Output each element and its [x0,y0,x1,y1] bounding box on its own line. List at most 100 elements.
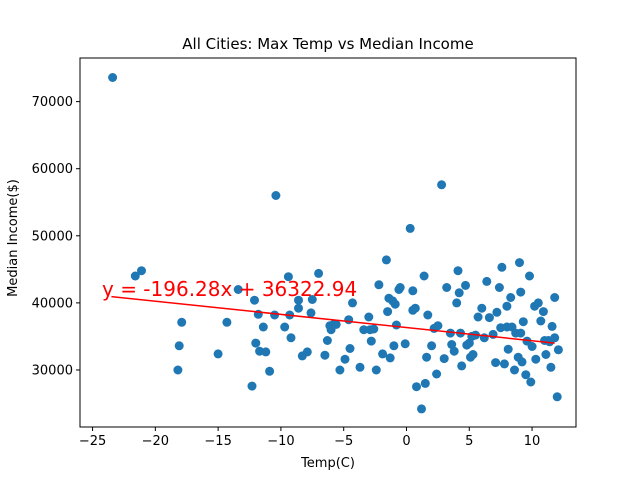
data-point [177,317,187,327]
data-point [517,357,527,367]
x-axis: −25 −20 −15 −10 −5 0 5 10 [79,427,540,449]
data-point [213,349,223,359]
data-point [484,313,494,323]
data-point [366,336,376,346]
data-point [270,310,280,320]
data-point [307,295,317,304]
data-point [497,262,507,272]
data-point [408,286,418,296]
data-point [491,358,501,368]
data-point [525,271,534,281]
data-point [378,349,388,359]
data-point [432,369,442,379]
data-point [419,271,429,281]
data-point [348,298,357,308]
data-point [314,268,324,278]
data-point [261,347,271,357]
data-point [468,350,478,359]
data-point [355,362,365,372]
x-tick-label: 10 [524,434,541,449]
chart-title: All Cities: Max Temp vs Median Income [182,35,473,53]
data-point [437,180,447,190]
data-point [531,354,541,364]
data-point [473,312,483,322]
data-point [553,345,563,355]
data-point [265,366,275,376]
data-point [345,344,355,353]
data-point [449,346,459,356]
data-points [108,73,563,414]
data-point [510,365,519,375]
data-point [335,365,345,375]
data-point [247,381,257,391]
x-axis-label: Temp(C) [300,456,355,471]
data-point [423,310,433,320]
data-point [506,293,516,302]
data-point [541,350,551,359]
data-point [527,342,537,351]
data-point [271,191,281,200]
data-point [533,298,543,308]
data-point [477,303,487,313]
data-point [499,359,509,369]
data-point [137,266,146,276]
data-point [130,271,140,281]
data-point [516,328,526,338]
data-point [452,298,462,308]
y-axis-label: Median Income($) [6,179,21,297]
data-point [381,255,391,265]
x-tick-label: 0 [402,434,410,449]
y-tick-label: 70000 [32,95,73,110]
data-point [461,280,470,290]
data-point [359,325,369,335]
data-point [364,312,374,322]
data-point [389,341,399,351]
x-tick-label: 5 [465,434,473,449]
regression-equation: y = -196.28x + 36322.94 [102,277,357,301]
data-point [420,378,430,388]
data-point [385,353,395,363]
x-tick-label: −10 [267,434,294,449]
data-point [442,283,452,292]
y-tick-label: 50000 [32,229,73,244]
data-point [173,365,183,375]
data-point [174,341,184,351]
data-point [222,317,232,327]
data-point [383,307,393,317]
data-point [516,287,526,297]
data-point [457,361,467,371]
data-point [371,365,381,375]
data-point [306,308,316,318]
data-point [391,320,401,330]
data-point [294,303,303,313]
data-point [439,354,449,364]
data-point [340,354,350,364]
data-point [526,377,536,387]
data-point [258,322,268,332]
data-point [454,288,464,298]
y-tick-label: 40000 [32,296,73,311]
data-point [331,319,341,329]
data-point [538,307,548,317]
data-point [395,283,405,292]
data-point [422,352,432,362]
data-point [283,272,293,282]
data-point [410,303,420,313]
x-tick-label: −20 [142,434,169,449]
x-tick-label: −25 [79,434,106,449]
data-point [433,321,443,331]
data-point [302,347,312,357]
data-point [251,338,261,348]
data-point [445,328,455,338]
data-point [280,322,290,332]
data-point [550,333,560,343]
data-point [412,382,421,392]
data-point [521,370,531,380]
regression-line [111,295,555,344]
data-point [390,299,400,309]
data-point [427,341,437,351]
data-point [536,316,546,326]
data-point [503,344,513,354]
data-point [108,73,118,82]
